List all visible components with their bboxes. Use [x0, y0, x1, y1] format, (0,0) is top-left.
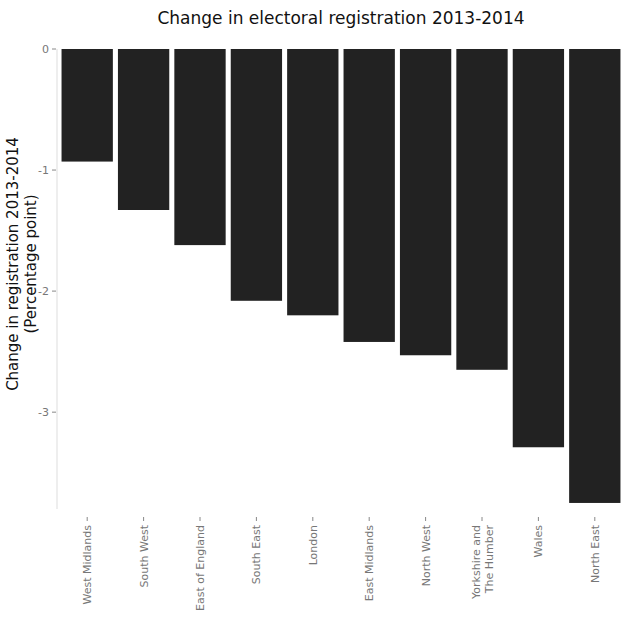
x-tick — [312, 517, 313, 521]
y-axis-label: (Percentage point) — [22, 194, 40, 333]
x-tick-label: Yorkshire andThe Humber — [470, 525, 496, 600]
bar — [513, 49, 564, 447]
y-tick — [52, 412, 56, 413]
bar — [569, 49, 620, 503]
x-tick — [143, 517, 144, 521]
title: Change in electoral registration 2013-20… — [157, 8, 524, 28]
y-tick — [52, 170, 56, 171]
y-tick-label: -2 — [38, 285, 49, 298]
y-tick — [52, 49, 56, 50]
y-tick-label: 0 — [42, 43, 49, 56]
x-tick-label: West Midlands — [81, 525, 94, 605]
bar — [174, 49, 225, 245]
y-tick-label: -3 — [38, 406, 49, 419]
x-tick-label: London — [307, 525, 320, 565]
x-tick — [538, 517, 539, 521]
bar — [400, 49, 451, 355]
x-tick — [594, 517, 595, 521]
x-tick-label: East of England — [194, 525, 207, 611]
x-tick — [482, 517, 483, 521]
bar — [62, 49, 113, 162]
y-axis-label: Change in registration 2013-2014 — [4, 137, 22, 391]
bar — [118, 49, 169, 210]
x-tick-label: South East — [250, 524, 263, 584]
y-tick-label: -1 — [38, 164, 49, 177]
x-tick — [200, 517, 201, 521]
x-tick — [87, 517, 88, 521]
chart-container: Change in electoral registration 2013-20… — [0, 0, 640, 640]
x-tick-label: South West — [138, 524, 151, 587]
bar — [287, 49, 338, 315]
bars — [62, 49, 621, 503]
y-axis-line — [57, 49, 58, 509]
x-tick-label: North West — [420, 524, 433, 586]
x-tick — [425, 517, 426, 521]
chart-svg: Change in electoral registration 2013-20… — [0, 0, 640, 640]
bar — [344, 49, 395, 342]
bar — [456, 49, 507, 370]
x-tick-label: Wales — [532, 525, 545, 558]
x-tick — [256, 517, 257, 521]
x-tick — [369, 517, 370, 521]
y-tick — [52, 291, 56, 292]
x-tick-label: East Midlands — [363, 525, 376, 602]
bar — [231, 49, 282, 301]
x-tick-label: North East — [589, 524, 602, 583]
